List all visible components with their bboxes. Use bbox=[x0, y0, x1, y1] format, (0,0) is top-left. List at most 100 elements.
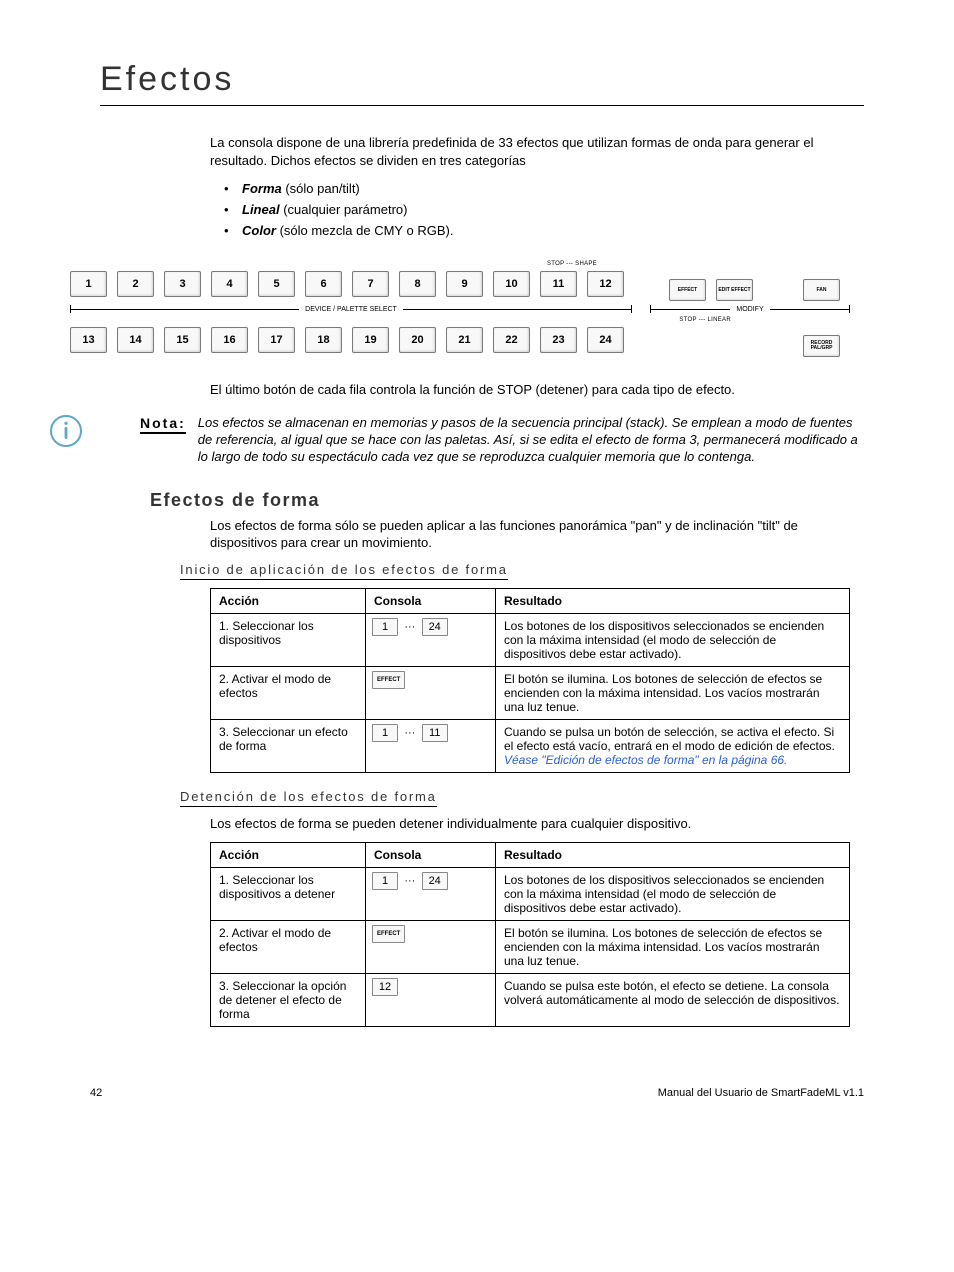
result-cell: Cuando se pulsa un botón de selección, s… bbox=[496, 719, 850, 772]
action-cell: 3. Seleccionar un efecto de forma bbox=[211, 719, 366, 772]
list-item-rest: (cualquier parámetro) bbox=[280, 202, 408, 217]
category-list: Forma (sólo pan/tilt) Lineal (cualquier … bbox=[210, 179, 864, 241]
device-palette-select-label: DEVICE / PALETTE SELECT bbox=[299, 306, 403, 313]
console-cell: 1 ··· 11 bbox=[366, 719, 496, 772]
table-header: Resultado bbox=[496, 588, 850, 613]
action-cell: 1. Seleccionar los dispositivos bbox=[211, 613, 366, 666]
result-cell: Los botones de los dispositivos seleccio… bbox=[496, 868, 850, 921]
mini-button: 1 bbox=[372, 872, 398, 890]
section-heading: Efectos de forma bbox=[150, 490, 864, 511]
result-cell: El botón se ilumina. Los botones de sele… bbox=[496, 921, 850, 974]
result-cell: El botón se ilumina. Los botones de sele… bbox=[496, 666, 850, 719]
mini-button: 1 bbox=[372, 618, 398, 636]
page-number: 42 bbox=[90, 1087, 102, 1099]
list-item-bold: Color bbox=[242, 223, 276, 238]
console-button: 14 bbox=[117, 327, 154, 353]
instruction-table: Acción Consola Resultado 1. Seleccionar … bbox=[210, 588, 850, 773]
table-row: 3. Seleccionar un efecto de forma 1 ··· … bbox=[211, 719, 850, 772]
result-text: Cuando se pulsa un botón de selección, s… bbox=[504, 725, 835, 753]
console-button: 3 bbox=[164, 271, 201, 297]
table-row: 1. Seleccionar los dispositivos 1 ··· 24… bbox=[211, 613, 850, 666]
list-item: Lineal (cualquier parámetro) bbox=[224, 200, 864, 221]
console-cell: 1 ··· 24 bbox=[366, 868, 496, 921]
table-row: 2. Activar el modo de efectos EFFECT El … bbox=[211, 921, 850, 974]
console-button: 7 bbox=[352, 271, 389, 297]
instruction-table: Acción Consola Resultado 1. Seleccionar … bbox=[210, 842, 850, 1027]
modify-label: MODIFY bbox=[730, 306, 769, 313]
mini-button: 24 bbox=[422, 618, 448, 636]
console-button: 19 bbox=[352, 327, 389, 353]
console-button: 6 bbox=[305, 271, 342, 297]
section-intro: Los efectos de forma sólo se pueden apli… bbox=[210, 517, 864, 552]
effect-button: EFFECT bbox=[669, 279, 706, 301]
mini-button-effect: EFFECT bbox=[372, 671, 405, 689]
table-header: Acción bbox=[211, 843, 366, 868]
table-header: Resultado bbox=[496, 843, 850, 868]
note-label: Nota: bbox=[140, 415, 186, 434]
edit-effect-button: EDIT EFFECT bbox=[716, 279, 753, 301]
list-item: Color (sólo mezcla de CMY o RGB). bbox=[224, 221, 864, 242]
console-cell: 12 bbox=[366, 974, 496, 1027]
console-button: 15 bbox=[164, 327, 201, 353]
mini-button: 12 bbox=[372, 978, 398, 996]
table-header: Consola bbox=[366, 843, 496, 868]
console-button: 1 bbox=[70, 271, 107, 297]
console-cell: EFFECT bbox=[366, 921, 496, 974]
console-button: 22 bbox=[493, 327, 530, 353]
subsection-heading: Inicio de aplicación de los efectos de f… bbox=[180, 562, 508, 580]
result-cell: Cuando se pulsa este botón, el efecto se… bbox=[496, 974, 850, 1027]
fan-button: FAN bbox=[803, 279, 840, 301]
mini-button: 11 bbox=[422, 724, 448, 742]
page-title: Efectos bbox=[100, 60, 864, 106]
mini-button: 24 bbox=[422, 872, 448, 890]
console-button: 24 bbox=[587, 327, 624, 353]
ellipsis-icon: ··· bbox=[401, 875, 418, 887]
list-item-bold: Lineal bbox=[242, 202, 280, 217]
console-button: 5 bbox=[258, 271, 295, 297]
console-button: 18 bbox=[305, 327, 342, 353]
note-text: Los efectos se almacenan en memorias y p… bbox=[198, 415, 864, 466]
document-title-footer: Manual del Usuario de SmartFadeML v1.1 bbox=[658, 1087, 864, 1099]
console-button: 12 bbox=[587, 271, 624, 297]
action-cell: 1. Seleccionar los dispositivos a detene… bbox=[211, 868, 366, 921]
list-item-bold: Forma bbox=[242, 181, 282, 196]
mini-button: 1 bbox=[372, 724, 398, 742]
table-row: 3. Seleccionar la opción de detener el e… bbox=[211, 974, 850, 1027]
console-button: 17 bbox=[258, 327, 295, 353]
action-cell: 3. Seleccionar la opción de detener el e… bbox=[211, 974, 366, 1027]
console-cell: EFFECT bbox=[366, 666, 496, 719]
info-icon bbox=[50, 415, 82, 447]
console-button: 11 bbox=[540, 271, 577, 297]
console-button: 20 bbox=[399, 327, 436, 353]
record-pal-grp-button: RECORD PAL/GRP bbox=[803, 335, 840, 357]
mini-button-effect: EFFECT bbox=[372, 925, 405, 943]
console-panel: STOP --- SHAPE 1 2 3 4 5 6 7 8 9 10 11 1… bbox=[70, 261, 850, 357]
result-cell: Los botones de los dispositivos seleccio… bbox=[496, 613, 850, 666]
sub2-intro: Los efectos de forma se pueden detener i… bbox=[210, 815, 864, 833]
list-item: Forma (sólo pan/tilt) bbox=[224, 179, 864, 200]
table-header: Consola bbox=[366, 588, 496, 613]
table-row: 2. Activar el modo de efectos EFFECT El … bbox=[211, 666, 850, 719]
console-button: 23 bbox=[540, 327, 577, 353]
intro-paragraph: La consola dispone de una librería prede… bbox=[210, 134, 864, 169]
ellipsis-icon: ··· bbox=[401, 727, 418, 739]
list-item-rest: (sólo pan/tilt) bbox=[282, 181, 360, 196]
console-button: 21 bbox=[446, 327, 483, 353]
table-header: Acción bbox=[211, 588, 366, 613]
action-cell: 2. Activar el modo de efectos bbox=[211, 666, 366, 719]
console-button: 10 bbox=[493, 271, 530, 297]
console-button: 16 bbox=[211, 327, 248, 353]
subsection-heading: Detención de los efectos de forma bbox=[180, 789, 437, 807]
console-cell: 1 ··· 24 bbox=[366, 613, 496, 666]
console-button: 8 bbox=[399, 271, 436, 297]
ellipsis-icon: ··· bbox=[401, 621, 418, 633]
console-button: 2 bbox=[117, 271, 154, 297]
table-row: 1. Seleccionar los dispositivos a detene… bbox=[211, 868, 850, 921]
list-item-rest: (sólo mezcla de CMY o RGB). bbox=[276, 223, 453, 238]
console-button: 4 bbox=[211, 271, 248, 297]
action-cell: 2. Activar el modo de efectos bbox=[211, 921, 366, 974]
cross-reference-link[interactable]: Véase "Edición de efectos de forma" en l… bbox=[504, 753, 787, 767]
console-button: 13 bbox=[70, 327, 107, 353]
page-footer: 42 Manual del Usuario de SmartFadeML v1.… bbox=[90, 1087, 864, 1099]
console-button: 9 bbox=[446, 271, 483, 297]
